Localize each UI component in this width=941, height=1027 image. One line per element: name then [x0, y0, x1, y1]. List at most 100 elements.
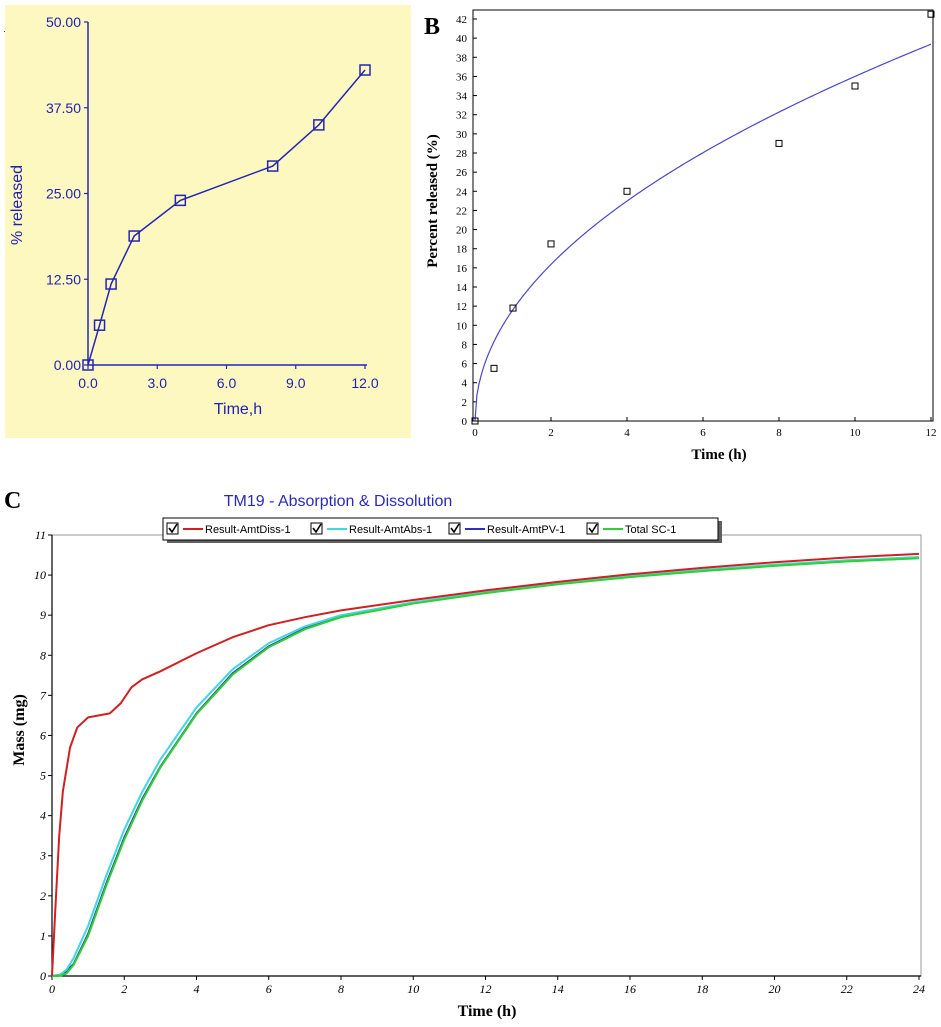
chart-a-data-point	[359, 64, 371, 76]
chart-c-y-tick-label: 5	[40, 769, 46, 783]
chart-b-data-point	[623, 187, 631, 195]
chart-b-data-point	[927, 10, 935, 18]
chart-b-y-tick-label: 6	[462, 359, 468, 371]
chart-c-y-tick-label: 4	[40, 809, 46, 823]
chart-a-x-tick-label: 9.0	[286, 375, 306, 391]
chart-b-data-point	[851, 82, 859, 90]
chart-c-x-tick-label: 10	[407, 982, 419, 996]
legend-checkbox[interactable]	[586, 522, 599, 535]
chart-a-data-point	[313, 119, 325, 131]
chart-c-x-tick-label: 8	[338, 982, 344, 996]
chart-b-y-tick-label: 18	[456, 244, 468, 256]
chart-b-data-point	[471, 417, 479, 425]
chart-b-y-tick-label: 26	[456, 167, 468, 179]
chart-c-series-result-amtdiss-1	[51, 552, 920, 977]
chart-a-series-line	[87, 69, 366, 366]
chart-c: TM19 - Absorption & Dissolution 01234567…	[11, 493, 925, 1020]
chart-a-data-point	[93, 319, 106, 331]
chart-a-x-tick-label: 3.0	[148, 375, 168, 391]
chart-b-x-label: Time (h)	[691, 447, 746, 463]
chart-c-x-tick-label: 2	[121, 982, 127, 996]
legend-checkbox[interactable]	[310, 522, 323, 535]
chart-a-x-tick-label: 0.0	[78, 375, 98, 391]
checkmark-icon	[168, 523, 178, 534]
chart-b-data-point	[775, 139, 783, 147]
chart-b-x-tick-label: 0	[472, 427, 478, 439]
chart-b-y-tick-label: 32	[456, 110, 467, 122]
panel-label-c: C	[4, 488, 21, 514]
chart-b-x-tick-label: 4	[624, 427, 630, 439]
chart-c-series-total-sc-1	[52, 557, 920, 977]
chart-b-x-tick-label: 12	[926, 427, 937, 439]
chart-c-y-tick-label: 11	[35, 528, 46, 542]
chart-b-y-tick-label: 2	[462, 397, 468, 409]
chart-c-y-tick-label: 9	[40, 608, 46, 622]
chart-c-x-tick-label: 4	[194, 982, 200, 996]
chart-a-data-point	[128, 230, 140, 242]
chart-b: 024681012141618202224262830323436384042 …	[425, 9, 937, 463]
chart-b-y-tick-label: 14	[456, 282, 468, 294]
chart-c-series-result-amtpv-1	[51, 556, 920, 977]
chart-a-x-tick-label: 12.0	[351, 375, 378, 391]
chart-b-x-tick-label: 6	[700, 427, 706, 439]
chart-c-y-tick-label: 3	[39, 849, 46, 863]
chart-c-x-tick-label: 6	[266, 982, 272, 996]
chart-b-y-tick-label: 34	[456, 91, 468, 103]
chart-b-y-tick-label: 12	[456, 301, 467, 313]
chart-b-y-tick-label: 36	[456, 71, 468, 83]
chart-b-y-tick-label: 16	[456, 263, 468, 275]
chart-a-y-tick-label: 12.50	[46, 271, 81, 287]
checkmark-icon	[450, 523, 460, 534]
chart-c-y-tick-label: 8	[40, 648, 46, 662]
chart-c-y-tick-label: 1	[40, 929, 46, 943]
chart-a-x-tick-label: 6.0	[217, 375, 237, 391]
chart-c-y-tick-label: 2	[40, 889, 46, 903]
chart-b-y-tick-label: 28	[456, 148, 468, 160]
chart-a-data-point	[174, 194, 187, 207]
checkmark-icon	[312, 523, 322, 534]
chart-b-data-point	[509, 304, 517, 312]
chart-c-title: TM19 - Absorption & Dissolution	[224, 493, 453, 510]
legend-label: Result-AmtDiss-1	[205, 524, 291, 536]
legend-label: Total SC-1	[625, 524, 676, 536]
checkmark-icon	[588, 523, 598, 534]
legend-label: Result-AmtAbs-1	[349, 524, 432, 536]
chart-c-y-tick-label: 10	[34, 568, 46, 582]
chart-c-y-tick-label: 6	[40, 728, 46, 742]
chart-b-y-tick-label: 8	[462, 339, 468, 351]
chart-a-y-label: % released	[9, 165, 26, 245]
chart-a-y-tick-label: 0.00	[54, 357, 81, 373]
chart-c-frame	[51, 534, 922, 977]
chart-b-data-point	[490, 364, 498, 372]
chart-b-y-tick-label: 24	[456, 186, 468, 198]
chart-b-y-tick-label: 4	[462, 378, 468, 390]
chart-b-y-tick-label: 20	[456, 225, 468, 237]
chart-a-y-tick-label: 37.50	[46, 100, 81, 116]
chart-a-background	[5, 5, 411, 438]
chart-c-x-tick-label: 22	[841, 982, 853, 996]
legend-checkbox[interactable]	[166, 522, 179, 535]
chart-a-x-label: Time,h	[214, 401, 262, 418]
chart-c-y-label: Mass (mg)	[11, 694, 28, 766]
chart-c-x-tick-label: 14	[552, 982, 564, 996]
panel-label-b: B	[424, 14, 440, 40]
chart-a-data-point	[105, 278, 117, 290]
chart-b-y-tick-label: 30	[456, 129, 468, 141]
chart-a: 0.00 12.50 25.00 37.50 50.00 0.0 3.0 6.0 9.0 12.…	[5, 5, 411, 438]
chart-a-data-point	[266, 160, 279, 172]
chart-c-series-result-amtabs-1	[51, 556, 920, 977]
chart-c-y-tick-label: 7	[40, 688, 47, 702]
chart-b-y-tick-label: 0	[462, 416, 468, 428]
chart-b-y-tick-label: 42	[456, 14, 467, 26]
chart-b-y-tick-label: 40	[456, 33, 468, 45]
legend-checkbox[interactable]	[448, 522, 461, 535]
chart-b-y-tick-label: 10	[456, 320, 468, 332]
chart-c-legend-box	[162, 517, 719, 541]
chart-b-frame	[472, 9, 934, 422]
chart-b-y-tick-label: 38	[456, 52, 468, 64]
chart-c-x-tick-label: 16	[624, 982, 636, 996]
chart-b-x-tick-label: 10	[850, 427, 862, 439]
chart-c-x-tick-label: 20	[769, 982, 781, 996]
chart-c-x-tick-label: 24	[913, 982, 925, 996]
